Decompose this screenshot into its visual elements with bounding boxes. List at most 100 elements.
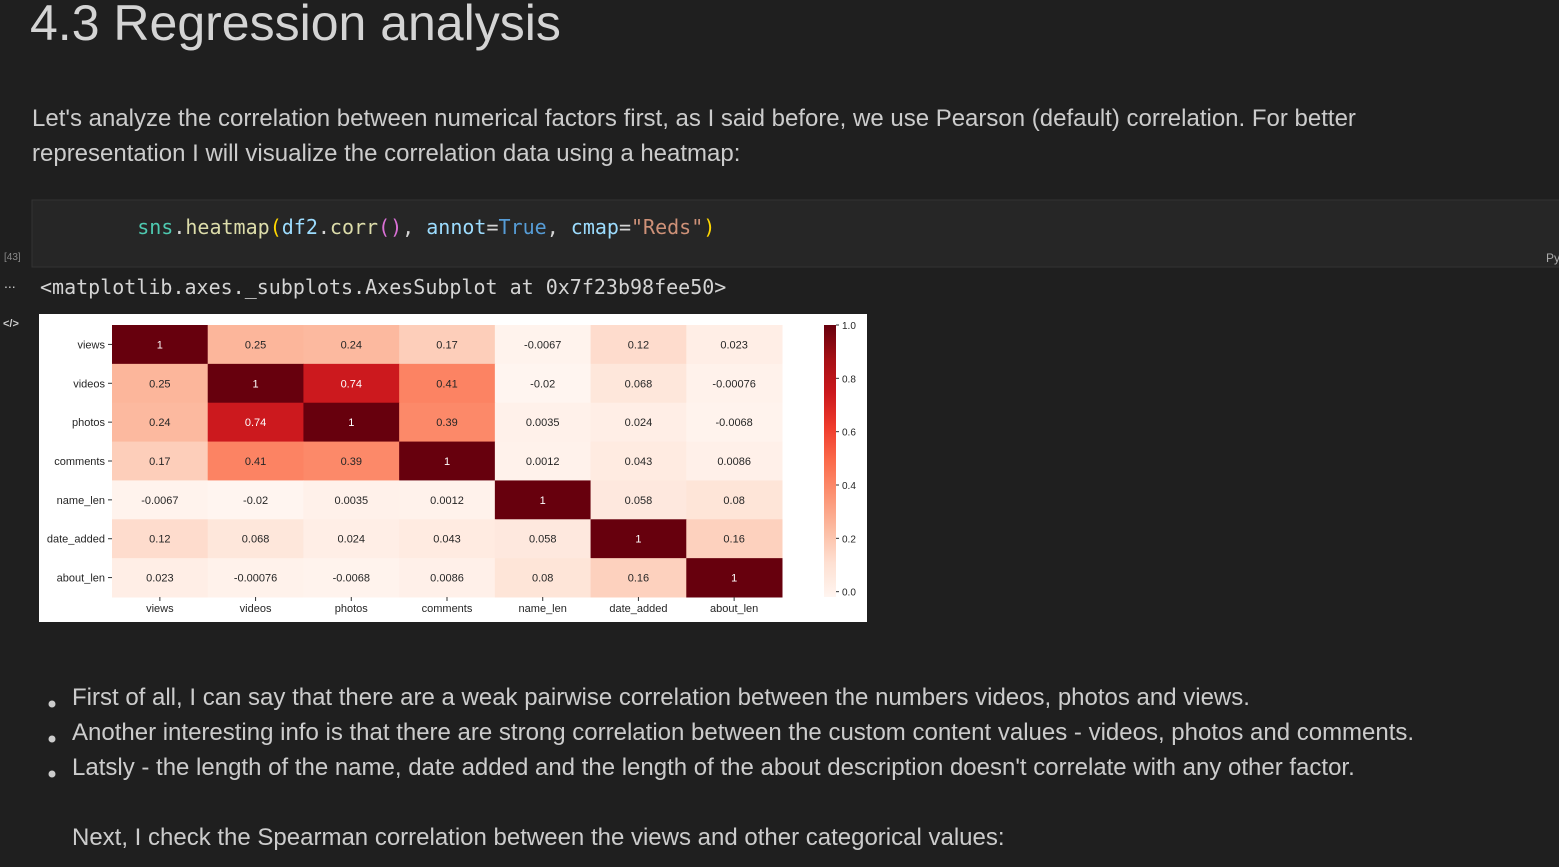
language-label[interactable]: Py	[1546, 251, 1559, 265]
paragraph: representation I will visualize the corr…	[32, 140, 740, 167]
code-token: True	[499, 215, 547, 239]
heatmap-cell	[303, 325, 400, 365]
heatmap-cell	[590, 441, 687, 481]
heatmap-cell	[686, 519, 783, 559]
y-tick-label: comments	[54, 456, 105, 468]
cell-annotation: 0.0035	[334, 495, 368, 507]
heatmap-cell	[494, 441, 592, 481]
cell-annotation: 0.25	[149, 378, 170, 390]
cell-annotation: 1	[348, 417, 354, 429]
heatmap-cell	[207, 480, 304, 520]
cell-annotation: 1	[540, 495, 546, 507]
output-icon[interactable]: </>	[3, 318, 19, 330]
paragraph: Let's analyze the correlation between nu…	[32, 105, 1356, 132]
cell-annotation: 0.058	[625, 495, 653, 507]
code-token: =	[486, 215, 498, 239]
heatmap-cell	[303, 441, 400, 481]
colorbar-tick-label: 0.0	[842, 588, 856, 599]
y-tick-label: videos	[73, 378, 105, 390]
cell-annotation: -0.0067	[524, 339, 561, 351]
heatmap-cell	[399, 363, 496, 404]
heatmap: 1 0.25 0.24 0.17 -0.0067 0.12 0.023 0.25 1 0.74 0.…	[47, 321, 856, 615]
cell-annotation: -0.0068	[715, 417, 752, 429]
code-token: cmap	[571, 215, 619, 239]
heatmap-cell	[494, 402, 592, 443]
cell-annotation: 1	[635, 534, 641, 546]
heading: 4.3 Regression analysis	[30, 0, 561, 51]
cell-annotation: 0.39	[341, 456, 362, 468]
heatmap-cell	[303, 558, 400, 598]
x-tick-label: name_len	[519, 603, 567, 615]
heatmap-cell	[590, 402, 687, 443]
colorbar-tick-label: 0.6	[842, 428, 856, 439]
cell-annotation: 0.12	[628, 339, 649, 351]
heatmap-cell	[494, 325, 592, 365]
colorbar-tick-label: 0.8	[842, 374, 856, 385]
y-tick-label: date_added	[47, 534, 105, 546]
heatmap-cell	[207, 325, 304, 365]
code-token: .	[173, 215, 185, 239]
cell-annotation: 0.058	[529, 534, 557, 546]
output-menu[interactable]: ...	[4, 275, 16, 291]
cell-annotation: 0.043	[433, 534, 461, 546]
code-token: ,	[402, 215, 426, 239]
heatmap-cell	[112, 519, 209, 559]
y-tick-label: name_len	[57, 495, 105, 507]
heatmap-cell	[686, 480, 783, 520]
heatmap-cell	[590, 558, 687, 598]
cell-annotation: 0.0086	[430, 573, 464, 585]
heatmap-cell	[494, 363, 592, 404]
heatmap-cell	[590, 325, 687, 365]
cell-annotation: 0.41	[436, 378, 457, 390]
x-tick-label: videos	[240, 603, 272, 615]
cell-annotation: 0.16	[628, 573, 649, 585]
cell-annotation: 0.17	[149, 456, 170, 468]
code-cell[interactable]	[31, 199, 1559, 268]
cell-annotation: 0.25	[245, 339, 266, 351]
x-tick-label: photos	[335, 603, 369, 615]
code-token: annot	[426, 215, 486, 239]
code-token: sns	[137, 215, 173, 239]
heatmap-cell	[399, 441, 496, 481]
cell-annotation: 0.043	[625, 456, 653, 468]
heatmap-cell	[112, 325, 209, 365]
cell-annotation: 0.41	[245, 456, 266, 468]
heatmap-cell	[399, 519, 496, 559]
y-tick-label: photos	[72, 417, 106, 429]
x-tick-label: about_len	[710, 603, 758, 615]
list-item: Latsly - the length of the name, date ad…	[72, 754, 1355, 781]
cell-annotation: 0.0012	[526, 456, 560, 468]
heatmap-cell	[494, 558, 592, 598]
cell-annotation: 0.12	[149, 534, 170, 546]
code-token: )	[703, 215, 715, 239]
cell-annotation: -0.0068	[333, 573, 370, 585]
cell-annotation: 1	[253, 378, 259, 390]
cell-annotation: 0.24	[341, 339, 362, 351]
bullet	[48, 735, 56, 743]
cell-annotation: -0.02	[243, 495, 268, 507]
x-tick-label: views	[146, 603, 174, 615]
bullet	[48, 770, 56, 778]
cell-annotation: 0.08	[723, 495, 744, 507]
code-token: ()	[378, 215, 402, 239]
cell-annotation: 0.0012	[430, 495, 464, 507]
heatmap-cell	[399, 402, 496, 443]
heatmap-cell	[303, 363, 400, 404]
code-token: "Reds"	[631, 215, 703, 239]
heatmap-cell	[686, 558, 783, 598]
cell-annotation: -0.0067	[141, 495, 178, 507]
cell-annotation: 1	[444, 456, 450, 468]
cell-annotation: 0.068	[242, 534, 270, 546]
y-tick-label: about_len	[57, 573, 105, 585]
code-token: =	[619, 215, 631, 239]
heatmap-cell	[590, 363, 687, 404]
cell-annotation: 0.024	[625, 417, 653, 429]
execution-count: [43]	[4, 252, 21, 263]
heatmap-cell	[590, 519, 687, 559]
code-token: ,	[547, 215, 571, 239]
cell-annotation: -0.00076	[234, 573, 277, 585]
cell-annotation: 0.023	[146, 573, 174, 585]
code-token: heatmap	[185, 215, 269, 239]
list-item: Another interesting info is that there a…	[72, 719, 1414, 746]
heatmap-cell	[112, 558, 209, 598]
